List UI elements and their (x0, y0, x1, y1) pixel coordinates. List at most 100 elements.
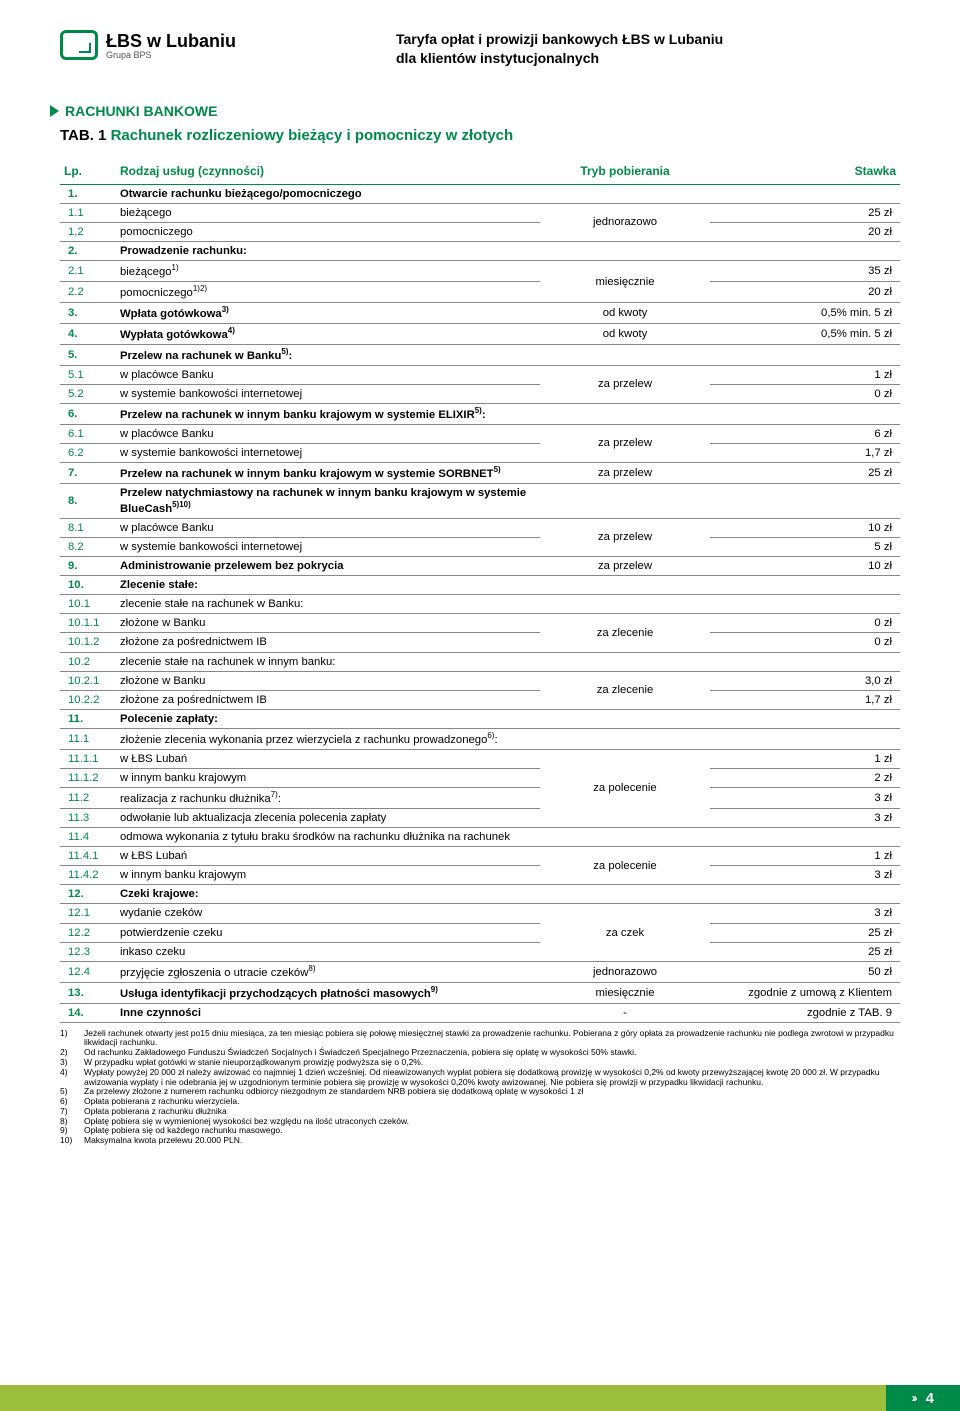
cell-lp: 12.1 (60, 904, 116, 923)
doc-title: Taryfa opłat i prowizji bankowych ŁBS w … (396, 30, 723, 68)
cell-desc: Polecenie zapłaty: (116, 709, 540, 728)
cell-lp: 7. (60, 462, 116, 483)
cell-desc: Wpłata gotówkowa3) (116, 302, 540, 323)
table-row: 12.1wydanie czekówza czek3 zł (60, 904, 900, 923)
cell-desc: Przelew na rachunek w innym banku krajow… (116, 403, 540, 424)
table-row: 9.Administrowanie przelewem bez pokrycia… (60, 556, 900, 575)
cell-rate: 20 zł (710, 282, 900, 303)
table-row: 8.Przelew natychmiastowy na rachunek w i… (60, 483, 900, 518)
cell-lp: 11. (60, 709, 116, 728)
cell-mode (540, 828, 710, 847)
cell-rate: 1 zł (710, 749, 900, 768)
cell-lp: 9. (60, 556, 116, 575)
table-row: 11.4odmowa wykonania z tytułu braku środ… (60, 828, 900, 847)
cell-lp: 2. (60, 242, 116, 261)
cell-desc: Czeki krajowe: (116, 885, 540, 904)
logo-text: ŁBS w Lubaniu Grupa BPS (106, 31, 236, 60)
cell-desc: w innym banku krajowym (116, 768, 540, 787)
table-row: 10.1.1złożone w Bankuza zlecenie0 zł (60, 614, 900, 633)
cell-lp: 10.1.1 (60, 614, 116, 633)
cell-desc: bieżącego1) (116, 261, 540, 282)
cell-desc: w placówce Banku (116, 424, 540, 443)
fees-table: Lp. Rodzaj usług (czynności) Tryb pobier… (60, 158, 900, 1023)
th-rate: Stawka (710, 158, 900, 185)
cell-lp: 5.2 (60, 384, 116, 403)
cell-lp: 1,2 (60, 223, 116, 242)
cell-lp: 10.2.1 (60, 671, 116, 690)
cell-desc: złożenie zlecenia wykonania przez wierzy… (116, 728, 540, 749)
cell-desc: pomocniczego (116, 223, 540, 242)
cell-mode (540, 483, 710, 518)
cell-rate: 3 zł (710, 904, 900, 923)
cell-rate: 50 zł (710, 961, 900, 982)
th-mode: Tryb pobierania (540, 158, 710, 185)
cell-desc: Przelew na rachunek w innym banku krajow… (116, 462, 540, 483)
cell-lp: 12.3 (60, 942, 116, 961)
table-row: 6.2w systemie bankowości internetowej1,7… (60, 443, 900, 462)
cell-rate: 3 zł (710, 808, 900, 827)
cell-rate (710, 828, 900, 847)
cell-rate: 5 zł (710, 537, 900, 556)
cell-desc: Administrowanie przelewem bez pokrycia (116, 556, 540, 575)
cell-rate: zgodnie z umową z Klientem (710, 982, 900, 1003)
cell-desc: odmowa wykonania z tytułu braku środków … (116, 828, 540, 847)
footnote: 10)Maksymalna kwota przelewu 20.000 PLN. (60, 1136, 900, 1146)
table-row: 5.1w placówce Bankuza przelew1 zł (60, 365, 900, 384)
cell-mode: za przelew (540, 518, 710, 556)
cell-desc: złożone za pośrednictwem IB (116, 690, 540, 709)
cell-rate: 0 zł (710, 384, 900, 403)
cell-mode: jednorazowo (540, 203, 710, 241)
cell-rate: 0 zł (710, 614, 900, 633)
cell-rate: 25 zł (710, 203, 900, 222)
cell-lp: 12. (60, 885, 116, 904)
page-footer: ›› 4 (0, 1385, 960, 1411)
cell-desc: Otwarcie rachunku bieżącego/pomocniczego (116, 184, 540, 203)
table-row: 1.Otwarcie rachunku bieżącego/pomocnicze… (60, 184, 900, 203)
cell-lp: 3. (60, 302, 116, 323)
cell-desc: Usługa identyfikacji przychodzących płat… (116, 982, 540, 1003)
cell-lp: 10. (60, 576, 116, 595)
cell-rate: 25 zł (710, 942, 900, 961)
cell-mode (540, 576, 710, 595)
cell-lp: 11.1.1 (60, 749, 116, 768)
cell-rate: 1 zł (710, 847, 900, 866)
cell-rate: 25 zł (710, 462, 900, 483)
table-row: 1.1bieżącegojednorazowo25 zł (60, 203, 900, 222)
cell-lp: 8.2 (60, 537, 116, 556)
cell-rate: zgodnie z TAB. 9 (710, 1003, 900, 1022)
cell-lp: 13. (60, 982, 116, 1003)
table-row: 1,2pomocniczego20 zł (60, 223, 900, 242)
cell-lp: 12.4 (60, 961, 116, 982)
cell-rate: 3 zł (710, 788, 900, 809)
cell-lp: 11.4 (60, 828, 116, 847)
table-row: 5.2w systemie bankowości internetowej0 z… (60, 384, 900, 403)
cell-rate (710, 403, 900, 424)
tab-prefix: TAB. 1 (60, 127, 106, 144)
tab-title: TAB. 1 Rachunek rozliczeniowy bieżący i … (60, 127, 900, 144)
doc-title-l2: dla klientów instytucjonalnych (396, 49, 723, 68)
table-row: 11.4.1w ŁBS Lubańza polecenie1 zł (60, 847, 900, 866)
cell-desc: złożone w Banku (116, 671, 540, 690)
table-row: 10.Zlecenie stałe: (60, 576, 900, 595)
cell-lp: 1. (60, 184, 116, 203)
section-heading: RACHUNKI BANKOWE (50, 103, 900, 119)
cell-mode: za przelew (540, 424, 710, 462)
cell-lp: 2.1 (60, 261, 116, 282)
cell-desc: w placówce Banku (116, 365, 540, 384)
footnote: 1)Jeżeli rachunek otwarty jest po15 dniu… (60, 1029, 900, 1049)
table-row: 8.1w placówce Bankuza przelew10 zł (60, 518, 900, 537)
cell-lp: 11.3 (60, 808, 116, 827)
cell-rate: 1,7 zł (710, 690, 900, 709)
cell-mode (540, 652, 710, 671)
cell-mode: za przelew (540, 365, 710, 403)
cell-desc: złożone w Banku (116, 614, 540, 633)
cell-lp: 5. (60, 344, 116, 365)
table-row: 11.Polecenie zapłaty: (60, 709, 900, 728)
table-row: 3.Wpłata gotówkowa3)od kwoty0,5% min. 5 … (60, 302, 900, 323)
cell-desc: zlecenie stałe na rachunek w innym banku… (116, 652, 540, 671)
table-header-row: Lp. Rodzaj usług (czynności) Tryb pobier… (60, 158, 900, 185)
cell-desc: Inne czynności (116, 1003, 540, 1022)
cell-rate (710, 885, 900, 904)
footnote-text: Wypłaty powyżej 20 000 zł należy awizowa… (84, 1068, 900, 1088)
table-row: 7.Przelew na rachunek w innym banku kraj… (60, 462, 900, 483)
